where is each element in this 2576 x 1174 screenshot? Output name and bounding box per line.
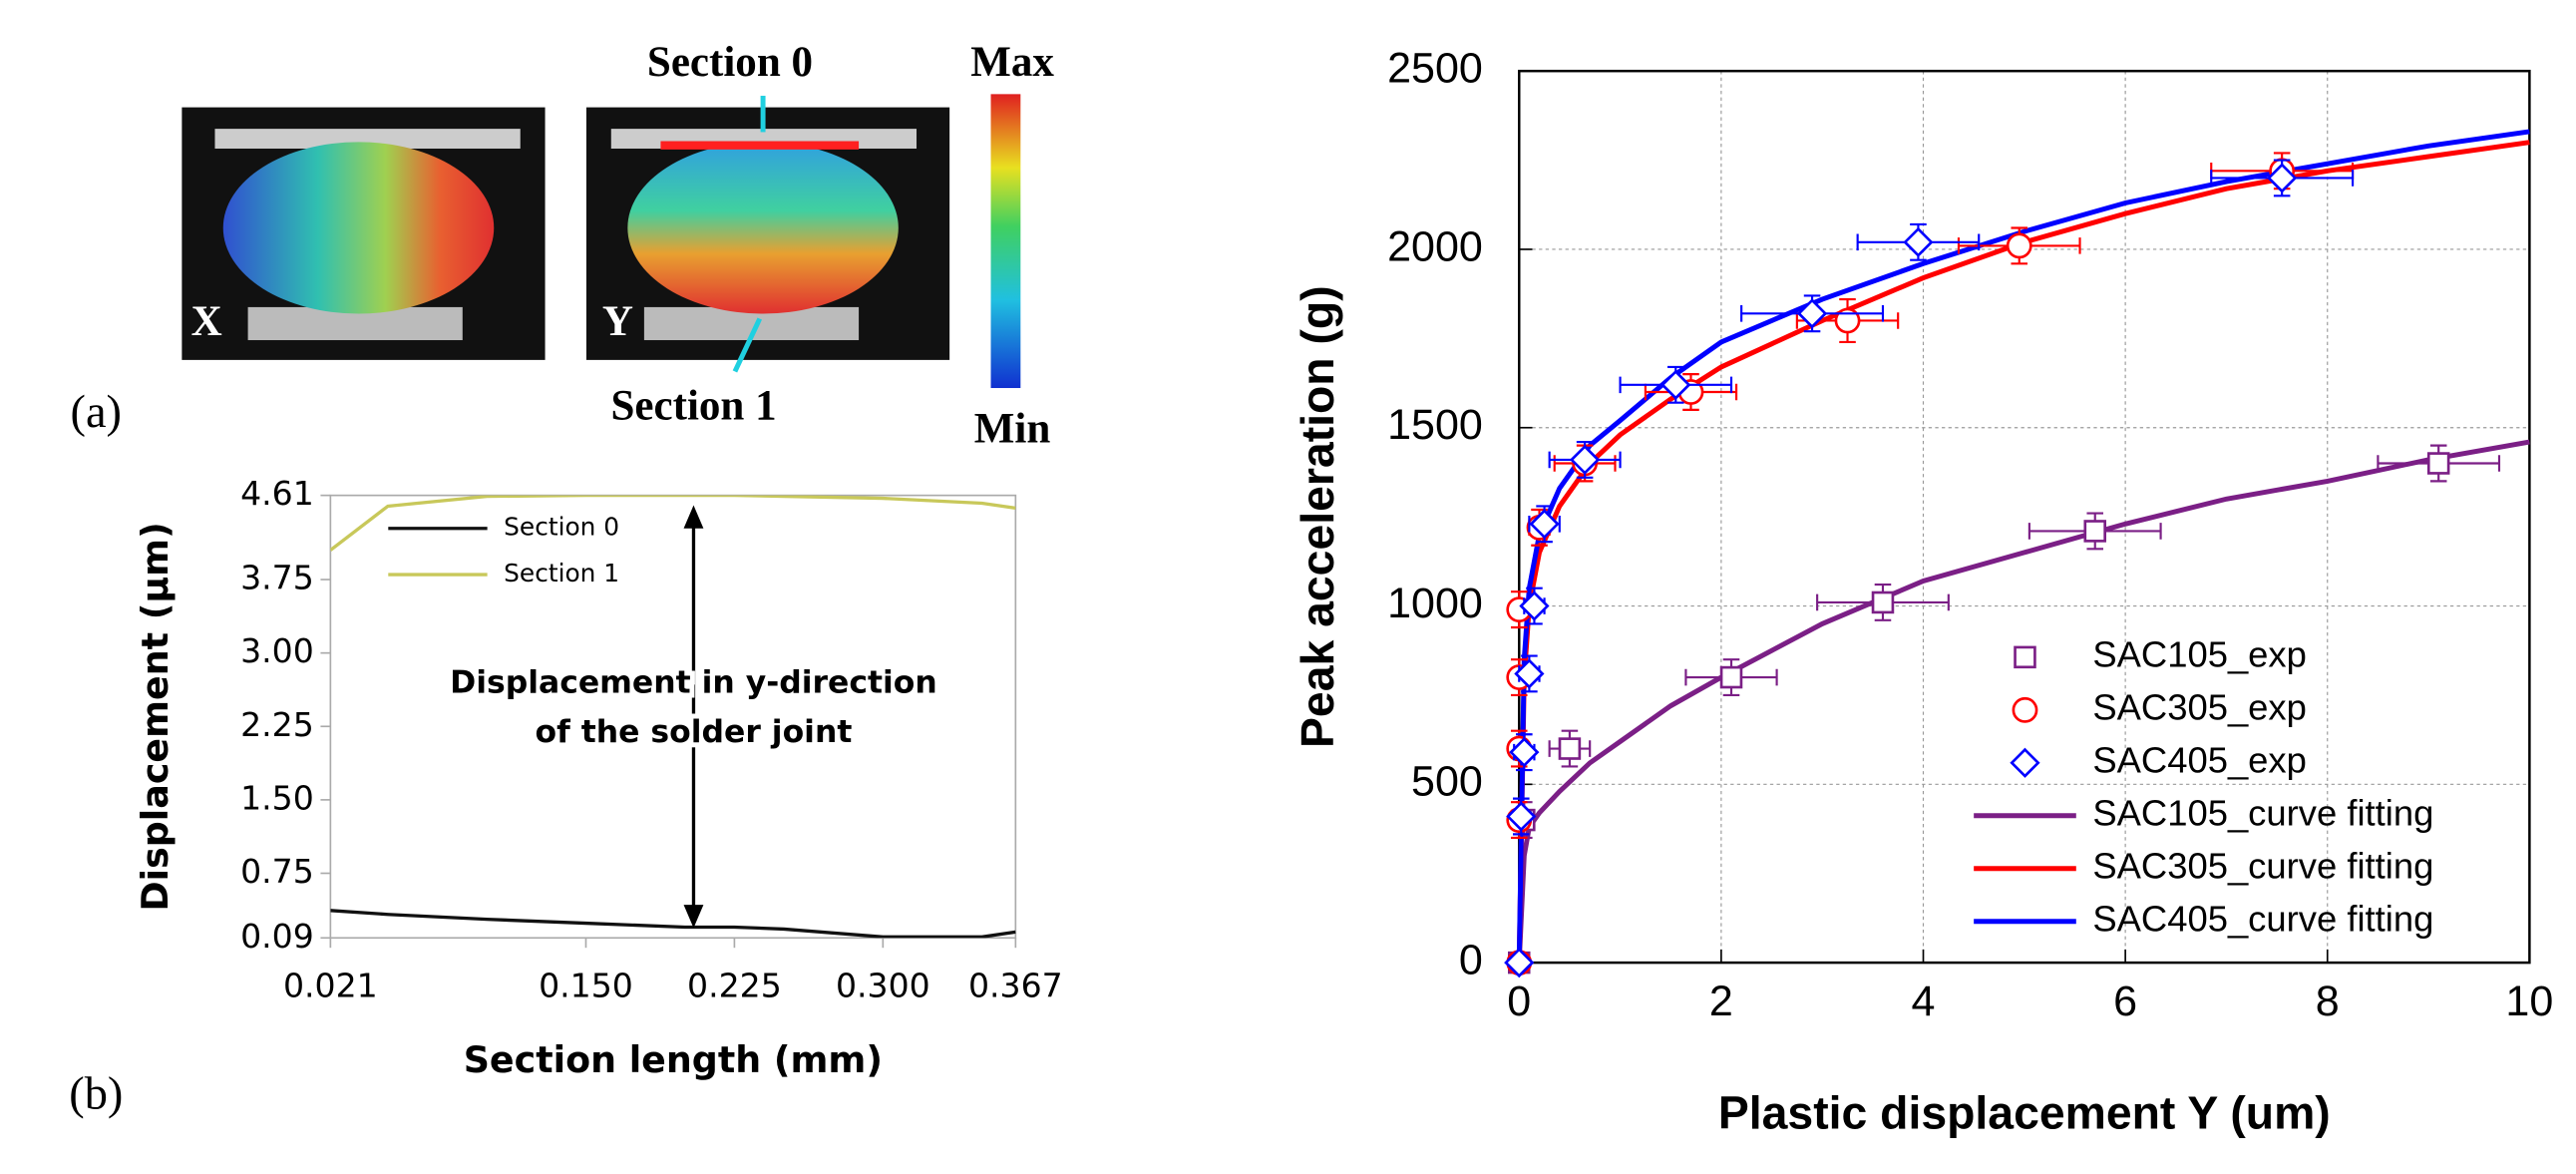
marker	[2428, 454, 2448, 474]
x-tick-label: 0.021	[283, 966, 378, 1004]
y-tick-label: 2500	[1387, 45, 1483, 93]
x-axis-label: Section length (mm)	[464, 1038, 883, 1081]
x-tick-label: 2	[1709, 978, 1733, 1025]
y-tick-label: 0	[1459, 936, 1483, 983]
marker	[1560, 739, 1580, 759]
joint-image-x	[182, 108, 545, 360]
legend-label: SAC405_curve fitting	[2092, 898, 2433, 939]
colorbar-max: Max	[970, 39, 1054, 86]
y-tick-label: 2.25	[240, 705, 314, 744]
legend-swatch	[2014, 698, 2036, 721]
marker	[1873, 592, 1893, 612]
y-tick-label: 3.00	[240, 631, 314, 670]
y-axis-label: Displacement (μm)	[134, 522, 177, 911]
panel-label: (a)	[71, 387, 122, 438]
legend-swatch	[2016, 647, 2035, 667]
y-tick-label: 3.75	[240, 559, 314, 597]
view-label: X	[191, 298, 222, 345]
y-tick-label: 1000	[1387, 580, 1483, 627]
page: { "panel_a": {"label": "(a)", "section0"…	[0, 0, 2576, 1174]
section-label: Section 1	[610, 382, 776, 429]
x-tick-label: 10	[2505, 978, 2553, 1025]
legend-label: Section 0	[504, 513, 619, 542]
legend-label: Section 1	[504, 559, 619, 587]
marker	[2008, 234, 2030, 257]
x-tick-label: 0.300	[836, 966, 930, 1004]
legend-label: SAC105_curve fitting	[2092, 792, 2433, 833]
annotation: Displacement in y-direction	[450, 664, 937, 700]
x-tick-label: 0.225	[687, 966, 782, 1004]
y-axis-label: Peak acceleration (g)	[1291, 285, 1343, 748]
x-axis-label: Plastic displacement Y (um)	[1718, 1086, 2331, 1138]
data-line	[330, 911, 1015, 938]
marker	[2085, 522, 2105, 542]
section-label: Section 0	[647, 39, 813, 86]
x-tick-label: 6	[2113, 978, 2137, 1025]
colorbar-min: Min	[974, 406, 1051, 453]
data-line	[330, 496, 1015, 551]
x-tick-label: 8	[2316, 978, 2340, 1025]
annotation: of the solder joint	[536, 714, 853, 750]
marker	[1905, 229, 1931, 255]
legend-label: SAC305_curve fitting	[2092, 845, 2433, 886]
x-tick-label: 4	[1912, 978, 1936, 1025]
legend-label: SAC105_exp	[2092, 633, 2307, 674]
chart: 0.021 0.150 0.225 0.300 0.367 0.09 0.75 1.50 2.2…	[134, 474, 1063, 1081]
y-tick-label: 1500	[1387, 401, 1483, 449]
x-tick-label: 0	[1507, 978, 1531, 1025]
marker	[1721, 667, 1741, 687]
y-tick-label: 500	[1411, 758, 1483, 806]
y-tick-label: 2000	[1387, 222, 1483, 270]
joint-image-y	[586, 96, 949, 371]
figure: Section 0 Section 1 Max Min X Y (a) (b) …	[0, 0, 2576, 1174]
panel-label: (b)	[69, 1068, 123, 1119]
colorbar	[991, 94, 1021, 388]
view-label: Y	[602, 298, 633, 345]
y-tick-label: 1.50	[240, 778, 314, 817]
y-tick-label: 4.61	[240, 474, 314, 513]
y-tick-label: 0.75	[240, 852, 314, 891]
x-tick-label: 0.367	[968, 966, 1063, 1004]
x-tick-label: 0.150	[539, 966, 633, 1004]
plot-area: Section 0 Section 1 Displacement in y-dire…	[330, 496, 1015, 938]
y-tick-label: 0.09	[240, 917, 314, 956]
legend-label: SAC405_exp	[2092, 739, 2307, 780]
plot-area: SAC105_exp SAC305_exp SAC405_exp SAC105_cur…	[1506, 132, 2529, 976]
legend-label: SAC305_exp	[2092, 686, 2307, 727]
legend-swatch	[2012, 750, 2037, 776]
